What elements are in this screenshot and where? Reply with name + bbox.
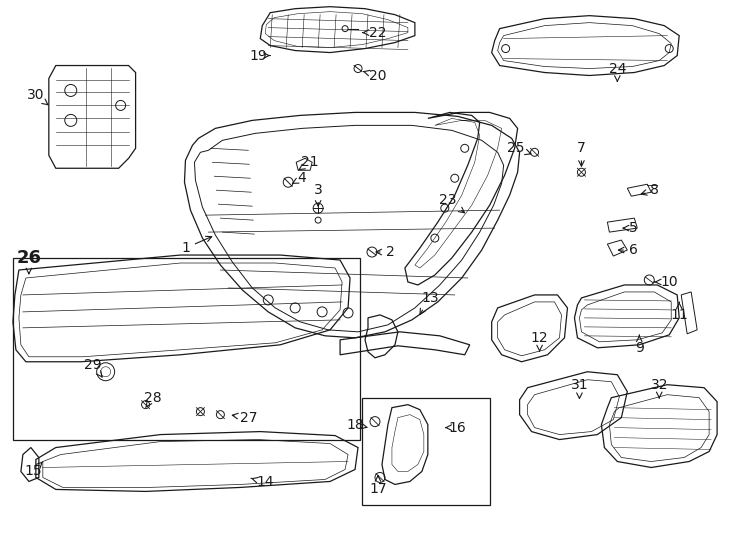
- Text: 13: 13: [420, 291, 439, 314]
- Text: 16: 16: [446, 421, 467, 435]
- Text: 18: 18: [346, 417, 367, 431]
- Text: 27: 27: [233, 410, 257, 424]
- Text: 32: 32: [650, 377, 668, 398]
- Bar: [362, 397, 490, 505]
- Text: 28: 28: [144, 390, 161, 408]
- Text: 6: 6: [618, 243, 638, 257]
- Text: 19: 19: [250, 49, 270, 63]
- Text: 21: 21: [299, 156, 319, 170]
- Text: 3: 3: [313, 183, 322, 206]
- Text: 29: 29: [84, 358, 102, 377]
- Text: 14: 14: [251, 475, 274, 489]
- Text: 2: 2: [376, 245, 394, 259]
- Text: 30: 30: [27, 89, 48, 105]
- Text: 1: 1: [181, 237, 211, 255]
- Text: 17: 17: [369, 476, 387, 496]
- Text: 23: 23: [439, 193, 465, 213]
- Text: 31: 31: [570, 377, 588, 399]
- Text: 8: 8: [642, 183, 658, 197]
- Text: 20: 20: [363, 69, 387, 83]
- Text: 11: 11: [670, 302, 688, 322]
- Text: 12: 12: [531, 331, 548, 351]
- Text: 15: 15: [24, 462, 43, 478]
- Text: 9: 9: [635, 335, 644, 355]
- Text: 10: 10: [655, 275, 678, 289]
- Bar: [13, 258, 360, 440]
- Text: 7: 7: [577, 141, 586, 166]
- Text: 24: 24: [608, 62, 626, 82]
- Text: 25: 25: [507, 141, 531, 156]
- Text: 22: 22: [363, 25, 387, 39]
- Text: 5: 5: [623, 221, 638, 235]
- Text: 4: 4: [292, 171, 307, 185]
- Text: 26: 26: [16, 249, 41, 274]
